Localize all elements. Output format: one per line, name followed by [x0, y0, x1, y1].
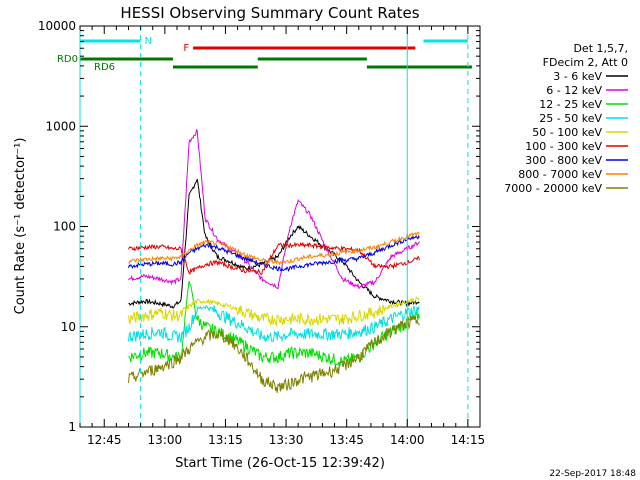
legend-label-6: 300 - 800 keV	[525, 154, 602, 167]
annotation-layer: N F RD0 RD6	[57, 26, 472, 427]
legend-header-line-2: FDecim 2, Att 0	[543, 56, 628, 69]
x-tick-label: 13:00	[148, 433, 183, 447]
legend-label-1: 6 - 12 keV	[546, 84, 602, 97]
legend-label-4: 50 - 100 keV	[532, 126, 602, 139]
annotation-label-rd0: RD0	[57, 54, 78, 65]
y-tick-label: 1000	[45, 119, 76, 133]
series-line-7	[128, 231, 420, 266]
y-tick-label: 10000	[38, 19, 76, 33]
series-layer	[128, 129, 420, 393]
y-axis-label: Count Rate (s⁻¹ detector⁻¹)	[13, 138, 28, 315]
legend-label-0: 3 - 6 keV	[553, 70, 602, 83]
series-line-1	[128, 129, 420, 290]
x-tick-label: 13:45	[329, 433, 364, 447]
legend-label-8: 7000 - 20000 keV	[504, 182, 602, 195]
annotation-label-f: F	[183, 43, 189, 54]
series-line-8	[128, 314, 420, 393]
x-tick-label: 13:15	[208, 433, 243, 447]
y-tick-label: 10	[61, 320, 76, 334]
y-tick-label: 1	[68, 420, 76, 434]
x-axis-label: Start Time (26-Oct-15 12:39:42)	[175, 456, 385, 471]
chart-title: HESSI Observing Summary Count Rates	[120, 4, 419, 22]
legend-label-3: 25 - 50 keV	[539, 112, 602, 125]
legend-label-5: 100 - 300 keV	[525, 140, 602, 153]
x-tick-label: 14:15	[451, 433, 486, 447]
x-tick-label: 14:00	[390, 433, 425, 447]
y-tick-label: 100	[53, 220, 76, 234]
x-tick-label: 13:30	[269, 433, 304, 447]
axis-layer: 1 10 100 1000 10000 12:45 13:00 13:15 13:30 13:45…	[38, 19, 485, 447]
x-tick-label: 12:45	[87, 433, 122, 447]
series-line-3	[128, 305, 420, 344]
series-line-4	[128, 296, 420, 328]
plot-frame	[79, 25, 481, 428]
footer-timestamp: 22-Sep-2017 18:48	[549, 469, 636, 479]
series-line-0	[128, 178, 420, 309]
legend-label-2: 12 - 25 keV	[539, 98, 602, 111]
legend-label-7: 800 - 7000 keV	[518, 168, 602, 181]
annotation-label-n: N	[145, 36, 152, 47]
legend-header-line-1: Det 1,5,7,	[573, 42, 628, 55]
series-line-6	[128, 233, 420, 272]
series-line-5	[128, 241, 420, 276]
annotation-label-rd6: RD6	[94, 62, 115, 73]
